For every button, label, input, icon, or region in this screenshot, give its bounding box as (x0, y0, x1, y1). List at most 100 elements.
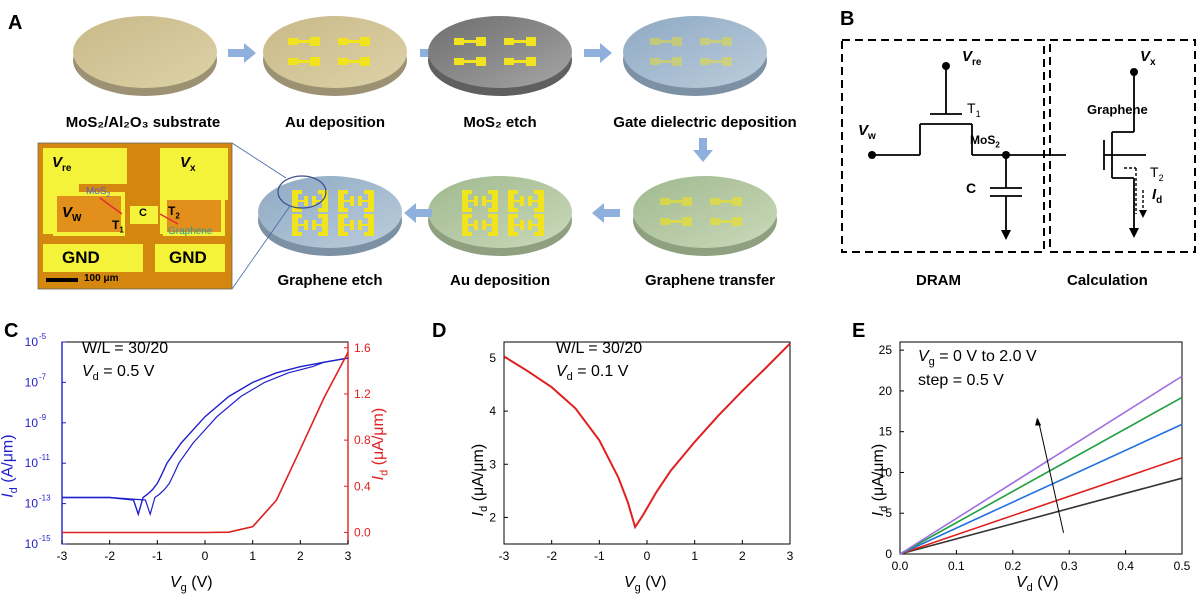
x-tick-label: -2 (546, 549, 557, 563)
y-right-tick-label: 0.4 (354, 479, 371, 493)
b-vre: Vre (962, 48, 982, 68)
series-linear (62, 352, 349, 534)
chart-d: -3 -2 -1 0 1 2 3 2 3 4 5 (489, 341, 794, 563)
b-mos2: MoS2 (970, 133, 1000, 150)
chart-e: 0.0 0.1 0.2 0.3 0.4 0.5 0 5 10 15 20 25 (879, 341, 1191, 573)
x-tick-label: 1 (249, 549, 256, 563)
step-label: Au deposition (450, 272, 550, 289)
y-left-tick-exp: -7 (39, 372, 47, 381)
y-right-tick-label: 0.0 (354, 525, 371, 539)
y-tick-label: 5 (885, 506, 892, 520)
process-arrow-down (693, 138, 713, 162)
d-ylabel-text: Id (μA/μm) (469, 443, 491, 517)
x-tick-label: 0.4 (1117, 559, 1134, 573)
y-left-tick-exp: -15 (39, 534, 51, 543)
series-line (899, 457, 1183, 555)
y-left-tick-label: 10 (25, 456, 39, 470)
process-arrow (584, 43, 612, 63)
series-line (899, 477, 1183, 555)
disk-gate-dielectric (623, 16, 767, 96)
b-vx: Vx (1140, 48, 1156, 68)
c-annotation-vd: Vd = 0.5 V (82, 363, 155, 384)
disk-au-deposition-2 (428, 176, 572, 256)
b-t2: T2 (1150, 164, 1164, 183)
x-tick-label: -3 (57, 549, 68, 563)
process-arrow-left (404, 203, 432, 223)
disk-substrate (73, 16, 217, 96)
x-tick-label: 3 (787, 549, 794, 563)
zoom-line (231, 142, 287, 179)
y-left-tick-label: 10 (25, 497, 39, 511)
x-tick-label: 0.1 (948, 559, 965, 573)
calculation-box (1049, 39, 1196, 253)
trend-arrow (1037, 419, 1065, 533)
micro-vx: Vx (180, 154, 196, 174)
plot-frame (503, 341, 791, 545)
y-tick-label: 4 (489, 404, 496, 418)
panel-b-letter: B (840, 8, 855, 30)
plot-frame (899, 341, 1183, 555)
series-line (503, 342, 791, 530)
b-calc: Calculation (1067, 272, 1148, 289)
y-left-tick-exp: -11 (39, 453, 51, 462)
micro-vre: Vre (52, 154, 72, 174)
y-right-tick-label: 1.2 (354, 387, 371, 401)
e-ylabel-text: Id (μA/μm) (869, 443, 891, 517)
c-annotation-wl: W/L = 30/20 (82, 340, 169, 357)
e-xlabel: Vd (V) (1016, 574, 1059, 595)
micro-t2: T2 (168, 204, 180, 221)
b-vw: Vw (858, 122, 876, 142)
step-label: Graphene etch (277, 272, 383, 289)
e-annotation-vg: Vg = 0 V to 2.0 V (918, 348, 1037, 369)
y-tick-label: 25 (879, 343, 893, 357)
panel-a-process-diagram (37, 16, 777, 290)
x-tick-label: 1 (691, 549, 698, 563)
x-tick-label: 3 (345, 549, 352, 563)
series-log-reverse (62, 357, 349, 517)
e-annotation-step: step = 0.5 V (918, 372, 1004, 389)
b-t1: T1 (967, 100, 981, 119)
zoom-line (231, 205, 291, 290)
b-id: Id (1152, 186, 1163, 206)
y-tick-label: 0 (885, 547, 892, 561)
series-line (899, 423, 1183, 555)
x-tick-label: -1 (594, 549, 605, 563)
y-tick-label: 3 (489, 457, 496, 471)
trend-arrow-head (1035, 417, 1042, 426)
circuit-diagram (841, 39, 1196, 253)
y-tick-label: 10 (879, 465, 893, 479)
series-log-forward (62, 357, 349, 517)
x-tick-label: 0.2 (1004, 559, 1021, 573)
y-left-tick-exp: -5 (39, 332, 47, 341)
micro-gnd-left: GND (62, 248, 100, 267)
c-ylabel-right: Id (μA/μm) (370, 407, 391, 481)
series-line (899, 375, 1183, 555)
x-tick-label: 2 (739, 549, 746, 563)
x-tick-label: 0 (644, 549, 651, 563)
step-label: MoS₂ etch (463, 114, 537, 131)
y-left-tick-label: 10 (25, 416, 39, 430)
y-left-tick-label: 10 (25, 375, 39, 389)
y-left-tick-exp: -13 (39, 494, 51, 503)
b-graphene: Graphene (1087, 102, 1148, 117)
micro-graphene: Graphene (168, 226, 213, 237)
x-tick-label: 2 (297, 549, 304, 563)
y-tick-label: 20 (879, 384, 893, 398)
y-left-tick-label: 10 (25, 537, 39, 551)
x-tick-label: 0.5 (1174, 559, 1191, 573)
step-label: Gate dielectric deposition (613, 114, 797, 131)
d-annotation-wl: W/L = 30/20 (556, 340, 643, 357)
disk-graphene-transfer (633, 176, 777, 256)
y-right-tick-label: 0.8 (354, 433, 371, 447)
micrograph (37, 142, 233, 290)
d-xlabel: Vg (V) (624, 574, 667, 595)
panel-d-letter: D (432, 320, 447, 342)
disk-au-deposition (263, 16, 407, 96)
y-left-tick-label: 10 (25, 335, 39, 349)
d-annotation-vd: Vd = 0.1 V (556, 363, 629, 384)
micro-mos2: MoS2 (86, 186, 111, 199)
x-tick-label: 0 (202, 549, 209, 563)
x-tick-label: -3 (499, 549, 510, 563)
step-label: MoS₂/Al₂O₃ substrate (65, 114, 221, 131)
